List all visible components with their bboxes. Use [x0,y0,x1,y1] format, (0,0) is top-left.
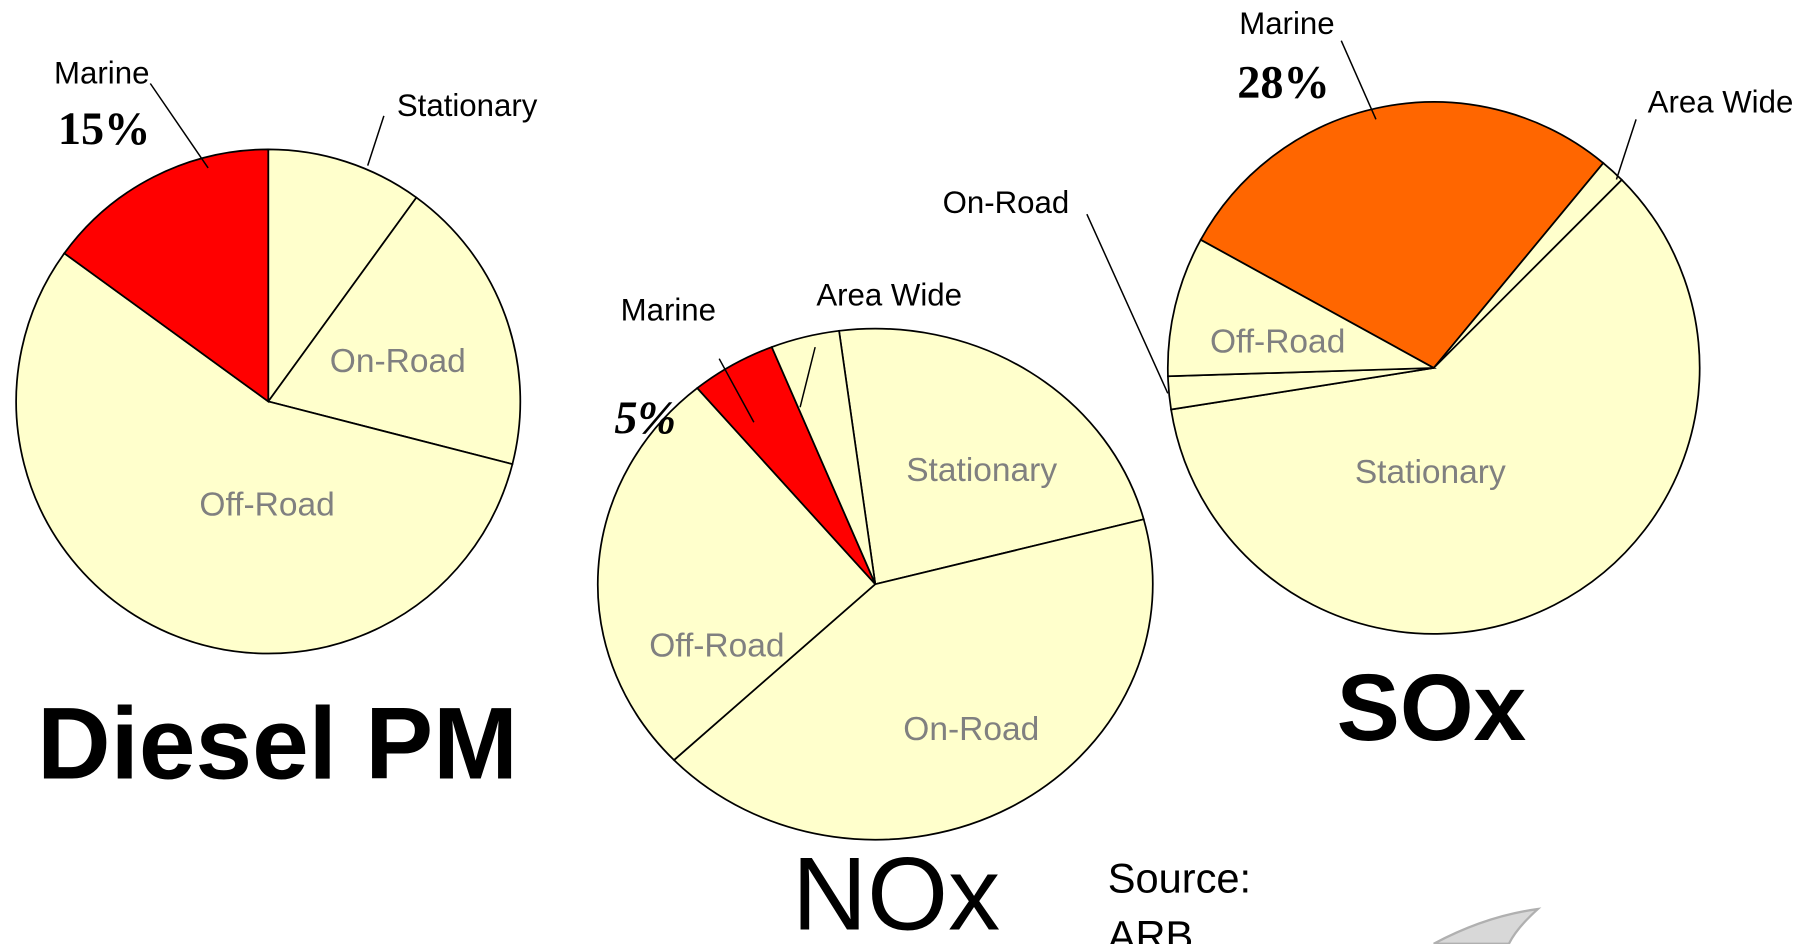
chart-title: SOx [1337,655,1527,761]
slice-label: On-Road [330,343,466,380]
pie-slice [267,148,418,405]
leader-line [1086,213,1169,394]
leader-line [799,346,816,408]
pie-slice [1170,178,1701,635]
pie-slice [838,327,1145,586]
percent-label: 15% [58,104,151,155]
slice-label: On-Road [943,185,1070,220]
pie-slice [15,252,514,655]
slice-label: Stationary [397,88,538,123]
leader-line [149,83,209,169]
leader-line [718,358,755,423]
slice-label: Marine [621,293,716,328]
percent-label: 5% [614,393,676,444]
slice-label: Off-Road [199,487,334,524]
pie-slice [1199,101,1605,370]
leader-line [1615,119,1637,180]
decoration [1433,907,1542,944]
chart-title: Diesel PM [37,687,518,801]
slice-label: Area Wide [1648,85,1794,120]
source-text: Source: [1108,854,1251,901]
pie-slice [1166,238,1437,378]
slice-label: Stationary [906,452,1057,489]
leader-line [366,115,385,166]
leader-line [1340,40,1377,120]
pie-slice [672,518,1154,841]
slice-label: Stationary [1355,454,1506,491]
percent-label: 28% [1237,58,1330,109]
pie-slice [266,196,522,466]
chart-title: NOx [792,837,1000,944]
pie-slice [596,386,877,762]
pie-slice [770,329,877,585]
slice-label: Area Wide [816,278,962,313]
slice-label: Off-Road [1210,324,1345,361]
slice-label: Marine [54,56,149,91]
slice-label: Off-Road [649,628,784,665]
source-text: ARB [1108,912,1194,944]
pie-slice [63,148,270,404]
slice-label: On-Road [903,711,1039,748]
slice-label: Marine [1239,6,1334,41]
